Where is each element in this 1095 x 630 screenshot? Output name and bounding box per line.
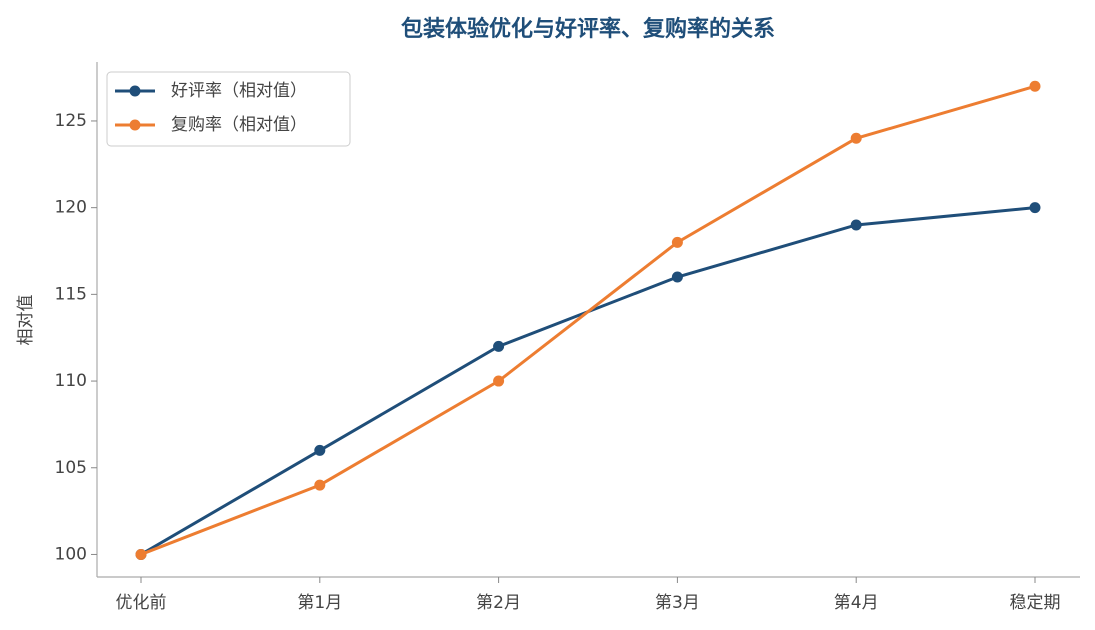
legend-label: 好评率（相对值） [171,81,307,101]
chart-title: 包装体验优化与好评率、复购率的关系 [401,16,775,42]
data-point [314,444,326,456]
y-axis-label: 相对值 [16,295,36,346]
x-tick-label: 稳定期 [1010,593,1061,613]
legend-label: 复购率（相对值） [171,115,307,135]
data-point [671,271,683,283]
data-point [850,219,862,231]
data-point [493,375,505,387]
x-tick-label: 第3月 [655,593,700,613]
x-tick-label: 第4月 [834,593,879,613]
x-tick-label: 第2月 [476,593,521,613]
y-tick-label: 105 [55,458,87,478]
series-line [140,84,1036,556]
y-tick-label: 110 [55,371,87,391]
y-tick-label: 100 [55,544,87,564]
legend-marker [129,85,141,97]
y-tick-label: 115 [55,284,87,304]
y-tick-label: 125 [55,111,87,131]
data-point [1029,202,1041,214]
data-point [493,340,505,352]
data-point [135,548,147,560]
x-tick-label: 第1月 [297,593,342,613]
y-tick-label: 120 [55,198,87,218]
data-point [314,479,326,491]
legend-box [106,71,351,147]
data-point [850,132,862,144]
x-tick-label: 优化前 [116,593,167,613]
data-point [671,236,683,248]
legend-marker [129,119,141,131]
data-point [1029,80,1041,92]
